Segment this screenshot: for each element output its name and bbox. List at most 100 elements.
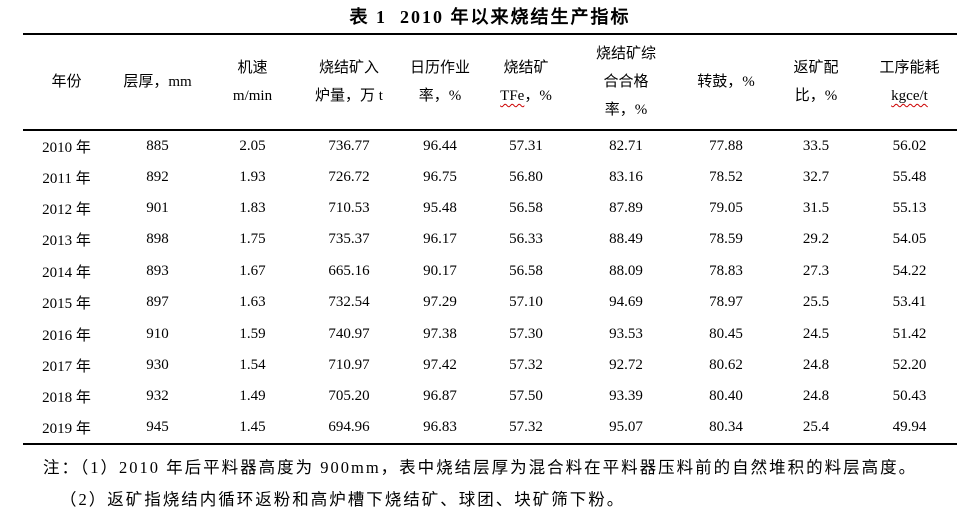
data-cell-machine-speed: 1.83 [239,199,266,216]
data-cell-layer-thickness: 910 [146,325,169,342]
data-cell-layer-thickness: 932 [146,388,169,405]
data-cell-pass-rate: 93.53 [609,325,643,342]
table-row: 2012 年 901 1.83 710.53 95.48 56.58 87.89 79.05 3… [23,193,957,224]
footnotes: 注：（1）2010 年后平料器高度为 900mm，表中烧结层厚为混合料在平料器压… [43,452,963,516]
data-cell-sinter-output: 736.77 [328,137,370,154]
data-cell-sinter-output: 732.54 [328,294,370,311]
header-cell-sinter-output: 烧结矿入炉量，万 t [300,34,398,130]
data-cell-tumbler-index: 78.59 [709,231,743,248]
data-cell-tumbler-index: 78.52 [709,168,743,185]
data-cell-return-ratio: 25.4 [802,419,830,436]
data-cell-machine-speed: 2.05 [239,137,266,154]
data-cell-layer-thickness: 945 [146,419,169,436]
header-cell-machine-speed: 机速 m/min [205,34,300,130]
data-cell-calendar-rate: 96.87 [423,388,457,405]
data-cell-return-ratio: 24.8 [802,388,830,405]
header-cell-return-ratio: 返矿配比，% [770,34,862,130]
data-cell-sinter-tfe: 56.58 [509,262,543,279]
header-cell-tumbler-index: 转鼓，% [682,34,770,130]
data-cell-return-ratio: 24.5 [802,325,830,342]
header-line: 率，% [604,102,648,118]
data-cell-sinter-tfe: 57.30 [509,325,543,342]
header-line: 合合格 [603,74,649,90]
table-row: 2018 年 932 1.49 705.20 96.87 57.50 93.39 80.40 2… [23,381,957,412]
data-cell-energy-consumption: 54.05 [892,231,927,248]
table-row: 2017 年 930 1.54 710.97 97.42 57.32 92.72 80.62 2… [23,350,957,381]
data-cell-sinter-tfe: 57.32 [509,419,543,436]
data-cell-sinter-tfe: 57.50 [509,388,543,405]
data-cell-sinter-output: 740.97 [328,325,370,342]
header-cell-sinter-tfe: 烧结矿 TFe，% [482,34,570,130]
data-cell-sinter-output: 665.16 [328,262,370,279]
data-cell-pass-rate: 88.09 [609,262,643,279]
data-cell-pass-rate: 92.72 [609,356,643,373]
header-line: 率，% [418,88,462,104]
data-cell-calendar-rate: 97.38 [423,325,457,342]
data-cell-energy-consumption: 49.94 [892,419,927,436]
header-cell-energy-consumption: 工序能耗 kgce/t [862,34,957,130]
header-line: TFe，% [500,88,552,104]
spellcheck-underlined-text: kgce/t [891,88,928,104]
data-cell-return-ratio: 25.5 [802,294,830,311]
data-cell-pass-rate: 94.69 [609,294,643,311]
header-line: 转鼓，% [697,74,755,90]
header-line: 烧结矿入 [318,60,379,76]
header-line: m/min [232,88,273,104]
year-cell: 2011 年 [42,170,91,187]
data-cell-sinter-output: 710.97 [328,356,370,373]
year-cell: 2016 年 [42,327,91,344]
data-cell-calendar-rate: 97.42 [423,356,457,373]
header-line: 炉量，万 t [315,88,383,104]
data-cell-tumbler-index: 80.34 [709,419,743,436]
year-cell: 2017 年 [42,358,91,375]
table-row: 2016 年 910 1.59 740.97 97.38 57.30 93.53 80.45 2… [23,318,957,349]
data-cell-layer-thickness: 892 [146,168,169,185]
header-line: 工序能耗 [879,60,940,76]
header-cell-pass-rate: 烧结矿综 合合格 率，% [570,34,682,130]
data-cell-layer-thickness: 901 [146,199,169,216]
production-indicators-table: 年份 层厚，mm 机速 m/min 烧结矿入 炉量，万 t 日历作业 率，% 烧结矿 TFe，% 烧… [23,33,957,445]
year-cell: 2019 年 [42,421,91,438]
header-line: 层厚，mm [123,74,192,90]
data-cell-sinter-tfe: 56.58 [509,199,543,216]
data-cell-machine-speed: 1.93 [239,168,266,185]
table-container: 年份 层厚，mm 机速 m/min 烧结矿入 炉量，万 t 日历作业 率，% 烧结矿 TFe，% 烧… [23,33,957,445]
data-cell-layer-thickness: 930 [146,356,169,373]
data-cell-sinter-tfe: 56.80 [509,168,543,185]
data-cell-sinter-output: 710.53 [328,199,370,216]
data-cell-machine-speed: 1.63 [239,294,266,311]
data-cell-calendar-rate: 96.17 [423,231,457,248]
data-cell-tumbler-index: 80.40 [709,388,743,405]
data-cell-energy-consumption: 52.20 [892,356,927,373]
data-cell-energy-consumption: 50.43 [892,388,927,405]
header-line: 返矿配 [793,60,839,76]
header-line: 比，% [794,88,838,104]
data-cell-pass-rate: 82.71 [609,137,643,154]
header-cell-year: 年份 [23,34,110,130]
data-cell-sinter-output: 705.20 [328,388,370,405]
data-cell-machine-speed: 1.67 [239,262,266,279]
header-row: 年份 层厚，mm 机速 m/min 烧结矿入 炉量，万 t 日历作业 率，% 烧结矿 TFe，% 烧… [23,34,957,130]
data-cell-layer-thickness: 898 [146,231,169,248]
spellcheck-underlined-text: TFe [500,88,525,104]
data-cell-tumbler-index: 79.05 [709,199,743,216]
year-cell: 2012 年 [42,201,91,218]
header-line: 日历作业 [409,60,470,76]
data-cell-machine-speed: 1.54 [239,356,266,373]
data-cell-tumbler-index: 78.83 [709,262,743,279]
data-cell-calendar-rate: 96.75 [423,168,457,185]
year-cell: 2015 年 [42,296,91,313]
data-cell-layer-thickness: 897 [146,294,169,311]
data-cell-sinter-tfe: 57.32 [509,356,543,373]
data-cell-sinter-tfe: 57.10 [509,294,543,311]
data-cell-return-ratio: 27.3 [802,262,830,279]
data-cell-energy-consumption: 51.42 [892,325,927,342]
data-cell-pass-rate: 87.89 [609,199,643,216]
data-cell-energy-consumption: 55.13 [892,199,927,216]
table-row: 2015 年 897 1.63 732.54 97.29 57.10 94.69 78.97 2… [23,287,957,318]
data-cell-sinter-tfe: 56.33 [509,231,543,248]
data-cell-sinter-output: 735.37 [328,231,370,248]
table-header: 年份 层厚，mm 机速 m/min 烧结矿入 炉量，万 t 日历作业 率，% 烧结矿 TFe，% 烧… [23,34,957,130]
table-body: 2010 年 885 2.05 736.77 96.44 57.31 82.71 77.88 3… [23,130,957,444]
